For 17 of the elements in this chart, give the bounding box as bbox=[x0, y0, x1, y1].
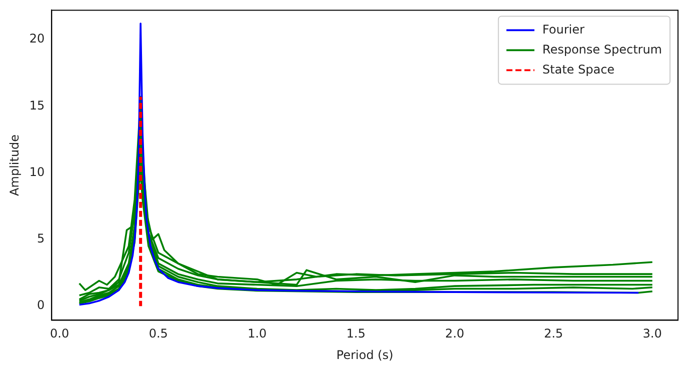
y-tick-label: 0 bbox=[37, 298, 45, 312]
x-axis-title: Period (s) bbox=[336, 348, 394, 362]
x-tick-label: 0.0 bbox=[50, 326, 70, 341]
y-axis-title: Amplitude bbox=[7, 134, 22, 196]
y-tick-label: 20 bbox=[29, 32, 45, 46]
x-tick-label: 2.0 bbox=[445, 326, 464, 341]
x-tick-label: 1.0 bbox=[248, 326, 267, 341]
y-tick-label: 15 bbox=[29, 98, 45, 112]
x-tick-label: 1.5 bbox=[346, 326, 366, 341]
x-tick-label: 2.5 bbox=[544, 326, 564, 341]
x-tick-label: 3.0 bbox=[642, 326, 662, 341]
legend-label: Response Spectrum bbox=[542, 42, 662, 56]
y-tick-label: 5 bbox=[37, 232, 45, 246]
x-tick-label: 0.5 bbox=[148, 326, 168, 341]
y-tick-label: 10 bbox=[29, 164, 45, 179]
legend-label: State Space bbox=[542, 62, 615, 76]
legend-label: Fourier bbox=[542, 22, 584, 36]
